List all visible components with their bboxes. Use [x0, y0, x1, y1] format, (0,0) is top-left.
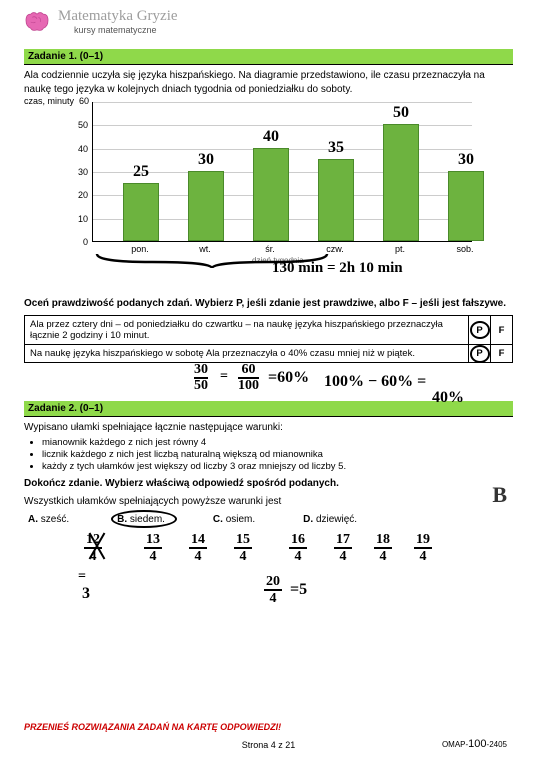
hand-fraction: 194 — [414, 533, 432, 564]
hand-60pct: =60% — [268, 369, 309, 387]
option-a[interactable]: A. sześć. — [28, 514, 69, 525]
hand-bar-value: 40 — [263, 128, 279, 146]
tf-p-cell[interactable]: P — [469, 316, 491, 345]
option-b[interactable]: B. siedem. — [117, 514, 165, 525]
hand-bar-value: 50 — [393, 104, 409, 122]
y-ticks: 01020304050 — [72, 102, 90, 242]
list-item: licznik każdego z nich jest liczbą natur… — [42, 449, 513, 460]
hand-fraction: 164 — [289, 533, 307, 564]
task1-instruction: Oceń prawdziwość podanych zdań. Wybierz … — [24, 298, 513, 309]
x-tick-label: sob. — [456, 244, 473, 254]
chart-bar — [318, 159, 354, 241]
brain-icon — [24, 11, 50, 33]
hand-fraction: 134 — [144, 533, 162, 564]
hand-bar-value: 30 — [198, 151, 214, 169]
hand-bar-value: 25 — [133, 163, 149, 181]
x-tick-label: pt. — [395, 244, 405, 254]
brand-title: Matematyka Gryzie — [58, 8, 178, 25]
chart-bar — [253, 148, 289, 241]
option-d[interactable]: D. dziewięć. — [303, 514, 357, 525]
hand-frac-20-4: 204 — [264, 575, 282, 606]
answer-options: A. sześć. B. siedem. C. osiem. D. dziewi… — [28, 514, 513, 525]
task2-conditions: mianownik każdego z nich jest równy 4 li… — [42, 437, 513, 472]
tf-statement: Ala przez cztery dni – od poniedziałku d… — [25, 316, 469, 345]
chart-bar — [123, 183, 159, 241]
table-row: Na naukę języka hiszpańskiego w sobotę A… — [25, 345, 513, 363]
list-item: mianownik każdego z nich jest równy 4 — [42, 437, 513, 448]
list-item: każdy z tych ułamków jest większy od lic… — [42, 461, 513, 472]
chart-bar — [448, 171, 484, 241]
hand-work-frac2: 60 100 — [238, 363, 259, 393]
tf-p-cell[interactable]: P — [469, 345, 491, 363]
hand-3: 3 — [82, 585, 90, 603]
hand-work-line2: 100% − 60% = — [324, 373, 426, 391]
hand-40pct: 40% — [432, 389, 464, 407]
hand-fraction: 174 — [334, 533, 352, 564]
bar-chart: czas, minuty 60 01020304050 253040355030… — [52, 102, 513, 262]
true-false-table: Ala przez cztery dni – od poniedziałku d… — [24, 315, 513, 363]
circle-mark — [470, 345, 490, 363]
option-c[interactable]: C. osiem. — [213, 514, 255, 525]
table-row: Ala przez cztery dni – od poniedziałku d… — [25, 316, 513, 345]
page-header: Matematyka Gryzie kursy matematyczne — [24, 8, 513, 35]
task2-instruction: Dokończ zdanie. Wybierz właściwą odpowie… — [24, 478, 513, 489]
hand-eq5: =5 — [290, 581, 307, 599]
task2-intro: Wypisano ułamki spełniające łącznie nast… — [24, 421, 513, 435]
task1-text: Ala codziennie uczyła się języka hiszpań… — [24, 69, 513, 96]
hand-fraction: 144 — [189, 533, 207, 564]
chart-bar — [383, 124, 419, 241]
circle-mark — [470, 321, 490, 339]
circle-mark — [111, 510, 177, 528]
hand-answer-B: B — [492, 482, 507, 508]
hand-fraction: 184 — [374, 533, 392, 564]
tf-f-cell[interactable]: F — [491, 316, 513, 345]
hand-equation-1: 130 min = 2h 10 min — [272, 260, 403, 277]
task1-header: Zadanie 1. (0–1) — [24, 49, 513, 65]
hand-eq3: = — [78, 569, 86, 585]
tf-statement: Na naukę języka hiszpańskiego w sobotę A… — [25, 345, 469, 363]
chart-bar — [188, 171, 224, 241]
hand-bar-value: 30 — [458, 151, 474, 169]
hand-fraction: 154 — [234, 533, 252, 564]
header-text: Matematyka Gryzie kursy matematyczne — [58, 8, 178, 35]
hand-bar-value: 35 — [328, 139, 344, 157]
tf-f-cell[interactable]: F — [491, 345, 513, 363]
plot-area: 25 30 40 35 50 30 — [92, 102, 472, 242]
hand-eq-sign: = — [220, 369, 228, 385]
doc-id: OMAP-100-2405 — [442, 738, 507, 750]
fractions-work: = 3 204 =5 124134144154164174184194 — [24, 529, 513, 609]
hand-work-frac1: 30 50 — [194, 363, 208, 393]
brand-subtitle: kursy matematyczne — [74, 25, 178, 35]
footer-note: PRZENIEŚ ROZWIĄZANIA ZADAŃ NA KARTĘ ODPO… — [24, 722, 281, 732]
task2-stem: Wszystkich ułamków spełniających powyższ… — [24, 495, 513, 509]
